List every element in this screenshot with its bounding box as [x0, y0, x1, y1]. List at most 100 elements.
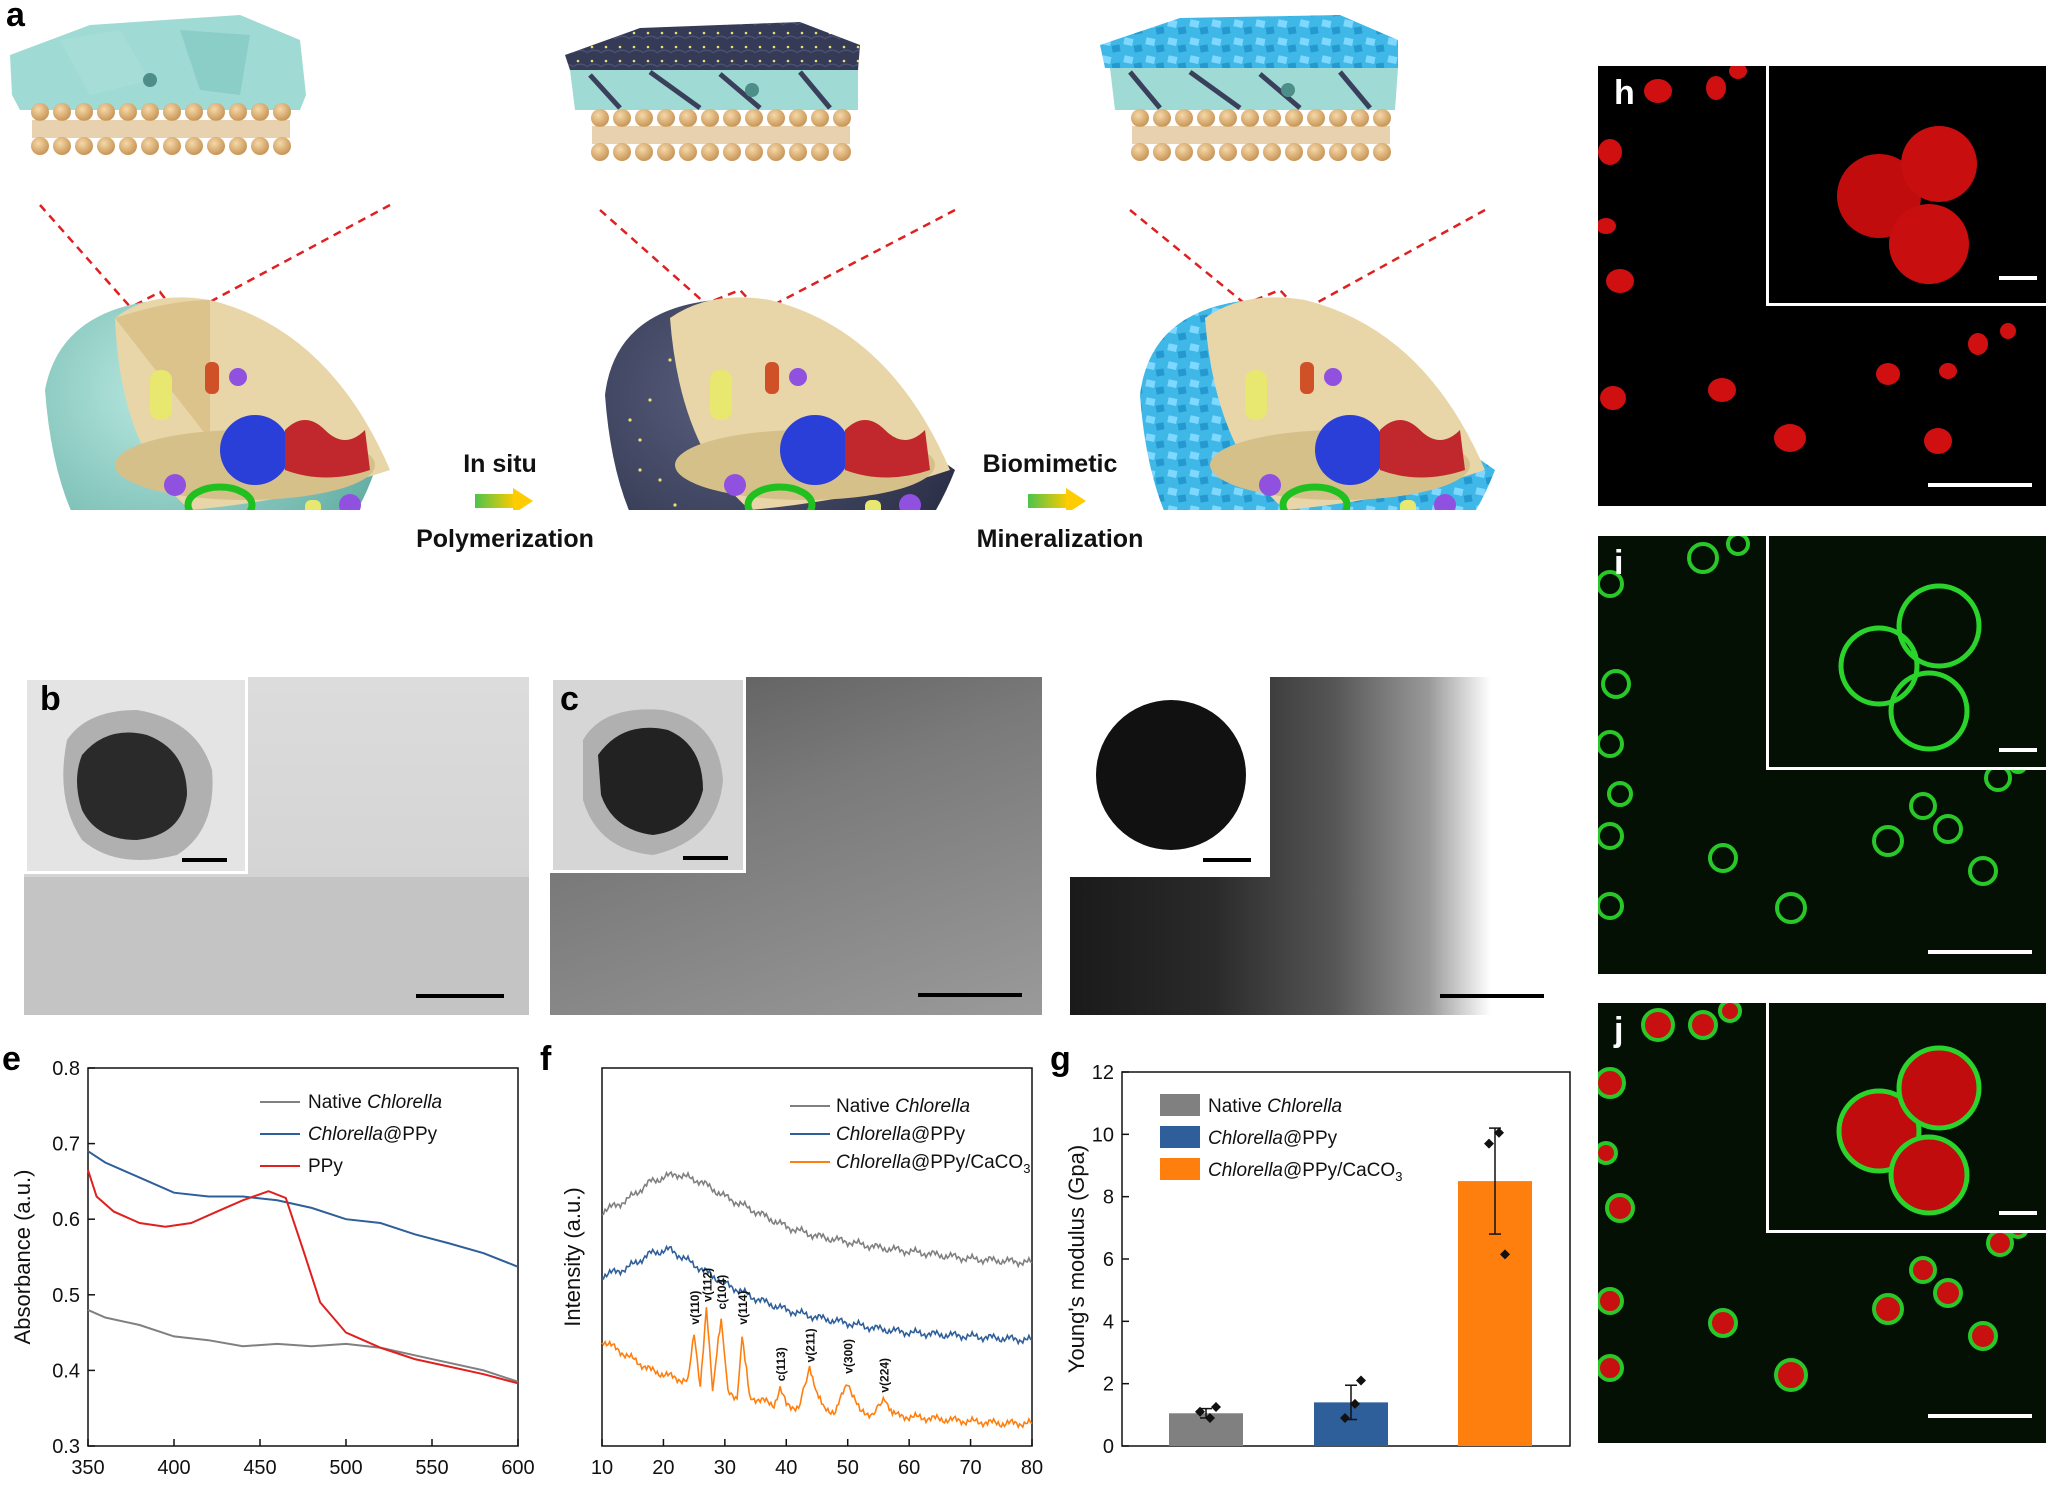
membrane-caco3: [1100, 15, 1398, 161]
legend-label-e: PPy: [308, 1156, 343, 1177]
scheme-illustration: [10, 15, 1495, 510]
peak-label-f: c(113): [774, 1347, 788, 1381]
x-tick-label-f: 20: [652, 1457, 674, 1479]
step1-top-label: In situ: [463, 450, 537, 478]
x-tick-label-f: 30: [714, 1457, 736, 1479]
fluorescence-inset-j: [1766, 1003, 2046, 1233]
x-tick-label-e: 450: [243, 1457, 276, 1479]
scale-bar-d: [1440, 994, 1544, 998]
membrane-ppy: [565, 22, 860, 161]
peak-label-f: v(300): [842, 1339, 856, 1374]
x-tick-label-e: 400: [157, 1457, 190, 1479]
y-tick-label-g: 8: [1103, 1187, 1114, 1209]
data-point-g: [1484, 1138, 1494, 1149]
series-line-e: [87, 1308, 519, 1383]
x-tick-label-f: 60: [898, 1457, 920, 1479]
cell-caco3: [1140, 297, 1495, 510]
step2-bottom-label: Mineralization: [976, 525, 1144, 553]
panel-label-c: c: [560, 680, 579, 718]
plot-frame-f: [601, 1067, 1033, 1447]
scale-bar-c-inset: [683, 856, 728, 860]
data-point-g: [1494, 1127, 1504, 1138]
x-tick-label-f: 50: [837, 1457, 859, 1479]
y-tick-label-e: 0.5: [52, 1285, 80, 1307]
fluorescence-image-h: [1598, 66, 2046, 506]
scale-bar-i: [1928, 950, 2032, 954]
fluorescence-image-i: [1598, 536, 2046, 974]
series-line-f: [601, 1307, 1033, 1430]
y-tick-label-e: 0.7: [52, 1134, 80, 1156]
data-point-g: [1340, 1412, 1350, 1423]
series-line-f: [601, 1170, 1033, 1269]
tem-inset-d: [1070, 677, 1270, 877]
y-tick-label-e: 0.3: [52, 1436, 80, 1458]
cell-native: [45, 297, 390, 510]
series-line-f: [601, 1244, 1033, 1346]
data-point-g: [1350, 1398, 1360, 1409]
scale-bar-d-inset: [1203, 858, 1251, 862]
fluorescence-inset-i: [1766, 536, 2046, 770]
legend-label-f: Chlorella@PPy: [836, 1124, 966, 1145]
arrow-2-icon: [1028, 494, 1068, 508]
peak-label-f: v(112): [700, 1268, 714, 1302]
scale-bar-b: [416, 994, 504, 998]
legend-label-e: Native Chlorella: [308, 1092, 442, 1113]
y-axis-label-e: Absorbance (a.u.): [10, 1170, 35, 1345]
chart-e: 350 400 450 500 550 600 0.3 0.4 0.5 0.6 0.7 0.8 Wave…: [10, 1058, 535, 1488]
y-tick-label-g: 6: [1103, 1249, 1114, 1271]
y-tick-label-e: 0.6: [52, 1209, 80, 1231]
x-tick-label-e: 550: [415, 1457, 448, 1479]
x-tick-label-e: 500: [329, 1457, 362, 1479]
x-axis-label-f: 2θ (degree): [760, 1486, 874, 1488]
y-tick-label-g: 4: [1103, 1311, 1114, 1333]
data-point-g: [1500, 1249, 1510, 1260]
tem-image-b: [24, 677, 529, 1015]
legend-label-g: Chlorella@PPy: [1208, 1128, 1338, 1149]
step1-bottom-label: Polymerization: [416, 525, 594, 553]
y-axis-label-g: Young's modulus (Gpa): [1064, 1145, 1089, 1373]
y-tick-label-e: 0.4: [52, 1360, 80, 1382]
panel-label-a: a: [6, 0, 25, 34]
legend-swatch-g: [1160, 1158, 1200, 1180]
tem-inset-b: [24, 677, 248, 874]
x-tick-label-e: 350: [71, 1457, 104, 1479]
plot-frame-e: [87, 1067, 519, 1447]
peak-label-f: v(114): [736, 1291, 750, 1325]
scale-bar-h: [1928, 483, 2032, 487]
peak-label-f: v(110): [688, 1291, 702, 1325]
scale-bar-i-inset: [1999, 748, 2037, 752]
arrow-1-icon: [475, 494, 515, 508]
tem-image-d: [1070, 677, 1548, 1015]
panel-label-d: d: [1080, 680, 1101, 718]
panel-label-b: b: [40, 680, 61, 718]
x-tick-label-e: 600: [501, 1457, 534, 1479]
legend-label-f: Native Chlorella: [836, 1096, 970, 1117]
data-point-g: [1211, 1402, 1221, 1413]
fluorescence-image-j: [1598, 1003, 2046, 1443]
y-tick-label-e: 0.8: [52, 1058, 80, 1080]
chart-g: 0 2 4 6 8 10 12 Young's modulus (Gpa) Native Chl…: [1064, 1062, 1571, 1458]
scale-bar-c: [918, 993, 1022, 997]
series-line-e: [87, 1150, 519, 1268]
panel-label-f: f: [540, 1040, 552, 1078]
scale-bar-j: [1928, 1414, 2032, 1418]
panel-label-g: g: [1050, 1040, 1071, 1078]
x-tick-label-f: 40: [775, 1457, 797, 1479]
membrane-native: [10, 15, 306, 155]
legend-label-g: Chlorella@PPy/CaCO3: [1208, 1160, 1402, 1184]
y-axis-label-f: Intensity (a.u.): [560, 1187, 585, 1326]
tem-image-c: [550, 677, 1042, 1015]
panel-label-e: e: [2, 1040, 21, 1078]
x-tick-label-f: 70: [959, 1457, 981, 1479]
x-tick-label-f: 10: [591, 1457, 613, 1479]
y-tick-label-g: 0: [1103, 1436, 1114, 1458]
series-line-e: [87, 1169, 519, 1385]
panel-label-j: j: [1614, 1011, 1624, 1049]
legend-label-g: Native Chlorella: [1208, 1096, 1342, 1117]
x-axis-label-e: Wavelength (nm): [220, 1486, 387, 1488]
x-tick-label-f: 80: [1021, 1457, 1043, 1479]
legend-label-e: Chlorella@PPy: [308, 1124, 438, 1145]
data-point-g: [1205, 1412, 1215, 1423]
legend-swatch-g: [1160, 1126, 1200, 1148]
legend-label-f: Chlorella@PPy/CaCO3: [836, 1152, 1030, 1176]
